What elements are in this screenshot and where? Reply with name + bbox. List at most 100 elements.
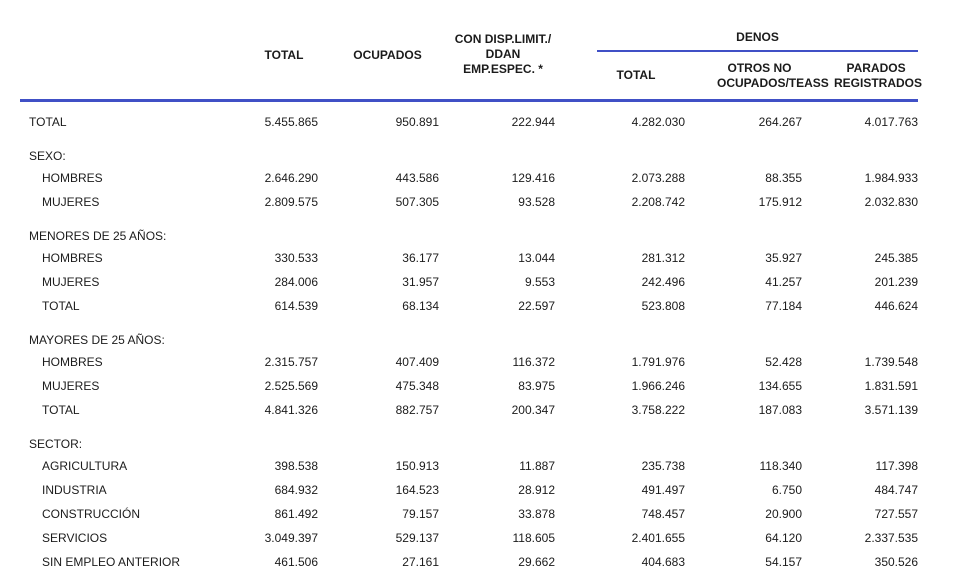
cell-value: 684.932 xyxy=(274,483,318,497)
cell-value: 2.525.569 xyxy=(264,379,318,393)
cell-value: 1.739.548 xyxy=(864,355,919,369)
cell-value: 150.913 xyxy=(395,459,439,473)
table-row: MUJERES 2.809.575 507.305 93.528 2.208.742 17… xyxy=(20,191,918,215)
cell-value: 36.177 xyxy=(402,251,439,265)
table-row: SIN EMPLEO ANTERIOR 461.506 27.161 29.662 40… xyxy=(20,551,918,575)
cell-value: 281.312 xyxy=(641,251,685,265)
cell-value: 22.597 xyxy=(518,299,555,313)
row-label: HOMBRES xyxy=(42,355,103,369)
col-header-otros-no-ocupados: OTROS NO OCUPADOS/TEASS xyxy=(685,52,829,102)
col-group-header-denos: DENOS xyxy=(555,6,919,52)
cell-value: 93.528 xyxy=(518,195,555,209)
table-row: MUJERES 284.006 31.957 9.553 242.496 41.257 20… xyxy=(20,271,918,295)
col-header-total: TOTAL xyxy=(232,6,318,102)
cell-value: 443.586 xyxy=(395,171,439,185)
cell-value: 28.912 xyxy=(518,483,555,497)
table-row: TOTAL 614.539 68.134 22.597 523.808 77.184 446… xyxy=(20,295,918,319)
row-label: AGRICULTURA xyxy=(42,459,128,473)
cell-value: 398.538 xyxy=(274,459,318,473)
cell-value: 484.747 xyxy=(874,483,919,497)
col-header-con-disp-line1: CON DISP.LIMIT./ xyxy=(454,32,552,46)
cell-value xyxy=(318,423,439,455)
cell-value: 33.878 xyxy=(518,507,555,521)
cell-value: 64.120 xyxy=(765,531,802,545)
col-header-denos-total-label: TOTAL xyxy=(616,68,656,82)
section-header-row: SECTOR: xyxy=(20,423,918,455)
cell-value: 116.372 xyxy=(512,355,556,369)
row-label: TOTAL xyxy=(29,115,67,129)
table-row: HOMBRES 330.533 36.177 13.044 281.312 35.927 2… xyxy=(20,247,918,271)
col-header-ocupados-label: OCUPADOS xyxy=(353,48,422,62)
cell-value: 242.496 xyxy=(641,275,685,289)
cell-value xyxy=(555,135,685,167)
cell-value: 2.208.742 xyxy=(631,195,685,209)
cell-value xyxy=(439,319,555,351)
cell-value: 507.305 xyxy=(395,195,439,209)
cell-value: 134.655 xyxy=(758,379,802,393)
cell-value xyxy=(802,423,918,455)
cell-value xyxy=(232,135,318,167)
cell-value: 11.887 xyxy=(519,459,555,473)
row-label: TOTAL xyxy=(42,299,80,313)
cell-value: 222.944 xyxy=(511,115,555,129)
table-row: AGRICULTURA 398.538 150.913 11.887 235.738 11… xyxy=(20,455,918,479)
cell-value xyxy=(685,319,802,351)
table-row: MUJERES 2.525.569 475.348 83.975 1.966.246 13… xyxy=(20,375,918,399)
cell-value: 52.428 xyxy=(765,355,802,369)
cell-value xyxy=(555,215,685,247)
cell-value: 118.340 xyxy=(759,459,803,473)
cell-value xyxy=(802,135,918,167)
row-label: MENORES DE 25 AÑOS: xyxy=(29,228,167,243)
cell-value: 4.017.763 xyxy=(864,115,919,129)
cell-value: 1.831.591 xyxy=(864,379,919,393)
cell-value: 2.315.757 xyxy=(264,355,318,369)
cell-value: 35.927 xyxy=(765,251,802,265)
cell-value xyxy=(685,423,802,455)
cell-value: 77.184 xyxy=(765,299,802,313)
table-row: HOMBRES 2.315.757 407.409 116.372 1.791.976 5… xyxy=(20,351,918,375)
cell-value: 3.049.397 xyxy=(264,531,318,545)
row-label: SECTOR: xyxy=(29,436,83,451)
cell-value: 175.912 xyxy=(758,195,802,209)
table-row: TOTAL 5.455.865 950.891 222.944 4.282.030 264… xyxy=(20,101,918,135)
cell-value: 4.282.030 xyxy=(631,115,685,129)
cell-value: 41.257 xyxy=(765,275,802,289)
cell-value: 68.134 xyxy=(402,299,439,313)
cell-value: 461.506 xyxy=(274,555,318,569)
table-row: CONSTRUCCIÓN 861.492 79.157 33.878 748.457 20… xyxy=(20,503,918,527)
cell-value xyxy=(802,215,918,247)
col-group-header-denos-label: DENOS xyxy=(597,30,919,52)
col-header-parados-registrados: PARADOS REGISTRADOS xyxy=(802,52,922,102)
cell-value: 187.083 xyxy=(758,403,802,417)
cell-value: 200.347 xyxy=(511,403,555,417)
cell-value: 129.416 xyxy=(511,171,555,185)
cell-value: 1.984.933 xyxy=(864,171,919,185)
cell-value: 330.533 xyxy=(274,251,318,265)
cell-value xyxy=(685,215,802,247)
cell-value xyxy=(232,215,318,247)
cell-value: 27.161 xyxy=(402,555,439,569)
employment-statistics-table: TOTAL OCUPADOS CON DISP.LIMIT./ DDAN EMP… xyxy=(20,6,922,575)
cell-value: 404.683 xyxy=(641,555,685,569)
cell-value: 284.006 xyxy=(274,275,318,289)
cell-value: 201.239 xyxy=(874,275,919,289)
cell-value: 13.044 xyxy=(518,251,555,265)
cell-value: 475.348 xyxy=(395,379,439,393)
row-label: CONSTRUCCIÓN xyxy=(42,507,140,521)
row-label: SERVICIOS xyxy=(42,531,108,545)
cell-value: 2.337.535 xyxy=(864,531,919,545)
cell-value xyxy=(555,423,685,455)
cell-value: 3.571.139 xyxy=(864,403,919,417)
cell-value xyxy=(318,319,439,351)
cell-value: 614.539 xyxy=(274,299,318,313)
section-header-row: MENORES DE 25 AÑOS: xyxy=(20,215,918,247)
section-header-row: MAYORES DE 25 AÑOS: xyxy=(20,319,918,351)
col-header-otros-line1: OTROS NO xyxy=(727,60,792,75)
cell-value: 350.526 xyxy=(874,555,919,569)
col-header-parados-line1: PARADOS xyxy=(846,60,906,75)
cell-value: 9.553 xyxy=(524,275,555,289)
cell-value: 491.497 xyxy=(641,483,685,497)
cell-value: 264.267 xyxy=(758,115,802,129)
row-label: MUJERES xyxy=(42,195,100,209)
col-header-con-disp-limit: CON DISP.LIMIT./ DDAN EMP.ESPEC. * xyxy=(439,6,555,102)
